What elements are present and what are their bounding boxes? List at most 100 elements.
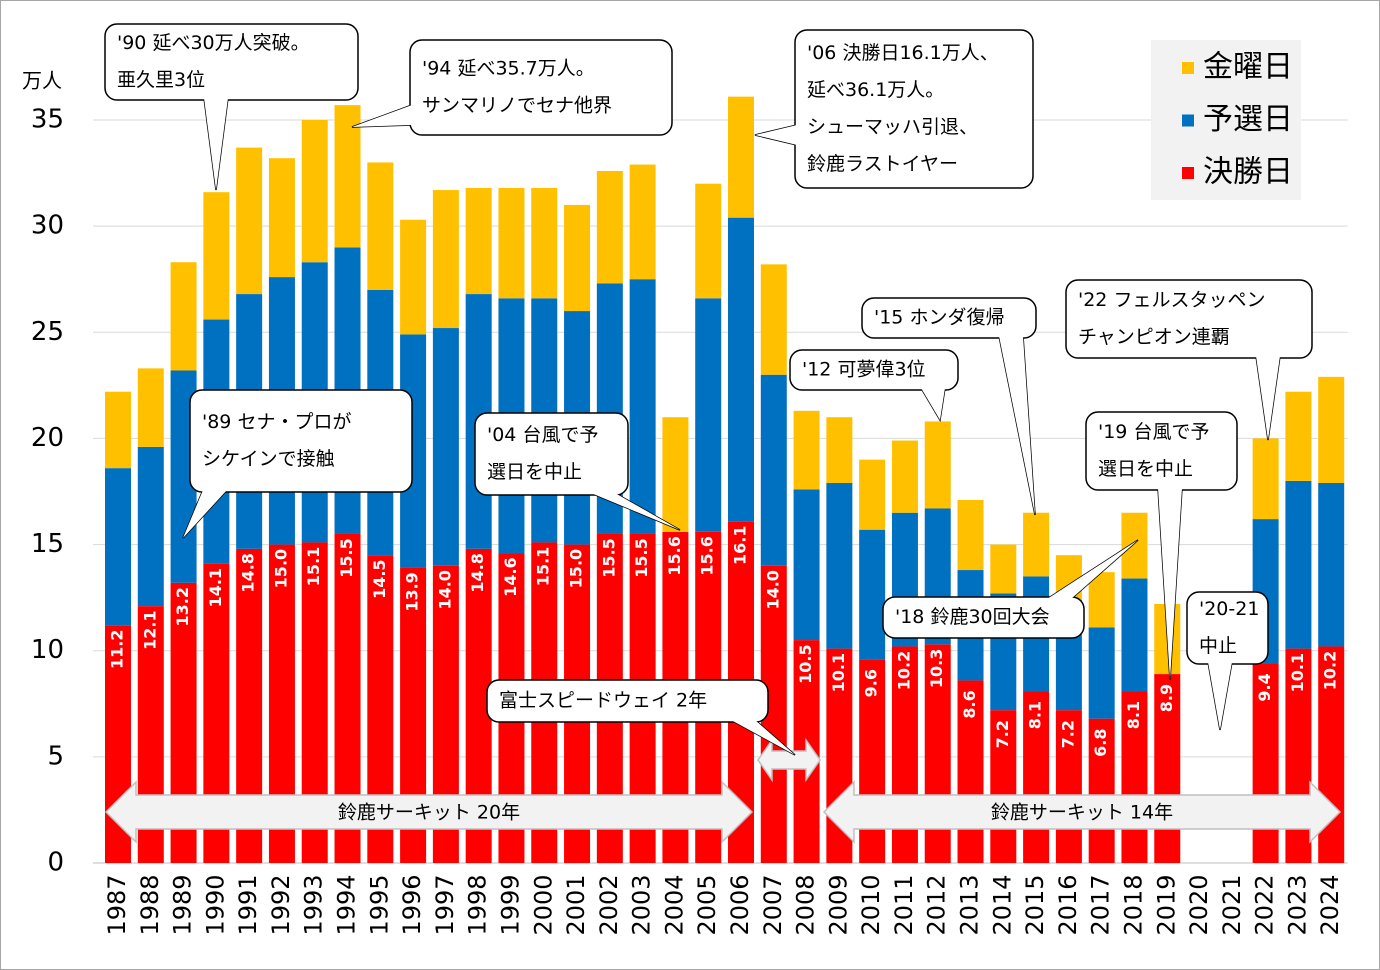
x-tick-label: 2021 [1218,874,1246,935]
bar-segment [793,410,820,490]
x-tick-label: 2023 [1283,874,1311,935]
data-label: 14.1 [206,568,225,607]
callout-text: '19 台風で予 [1098,421,1209,443]
bar-segment [957,499,984,571]
period-label: 鈴鹿サーキット 14年 [991,802,1173,824]
y-tick-label: 10 [31,635,64,665]
y-tick-label: 0 [47,848,64,878]
callout-text: '12 可夢偉3位 [802,359,926,381]
x-tick-label: 2003 [628,874,656,935]
bar-segment [432,328,459,566]
bar-segment [104,468,131,626]
x-tick-label: 2015 [1021,874,1049,935]
data-label: 15.6 [698,536,717,575]
callout-text: 富士スピードウェイ 2年 [499,690,707,712]
data-label: 7.2 [1058,720,1077,748]
bar-segment [629,279,656,534]
x-tick-label: 1997 [431,874,459,935]
bar-segment [564,204,591,312]
x-tick-label: 1990 [201,874,229,935]
callout-text: '04 台風で予 [487,424,598,446]
y-tick-label: 30 [31,211,64,241]
data-label: 8.1 [1026,701,1045,729]
period-arrow [757,737,821,783]
bar-segment [596,170,623,284]
x-tick-label: 2002 [595,874,623,935]
callout-join [591,493,680,530]
y-tick-label: 35 [31,105,64,135]
legend-label: 予選日 [1203,102,1293,137]
x-tick-label: 2009 [824,874,852,935]
data-label: 8.1 [1124,701,1143,729]
bar-segment [1252,438,1279,520]
data-label: 15.0 [271,549,290,588]
bar-segment [432,190,459,329]
callout-join [1047,540,1138,599]
x-tick-label: 1993 [300,874,328,935]
bar-segment [990,544,1017,594]
data-label: 14.0 [763,570,782,609]
x-tick-label: 1992 [267,874,295,935]
data-label: 10.3 [927,649,946,688]
bar-segment [1318,376,1345,484]
y-unit: 万人 [22,69,62,93]
callout-box [104,23,359,101]
bar-segment [629,164,656,280]
legend-swatch [1182,114,1194,127]
bar-segment [760,264,787,375]
bar-segment [268,158,295,278]
bar-segment [301,120,328,263]
callout-text: シケインで接触 [202,448,335,470]
bar-segment [727,217,754,522]
x-tick-label: 1989 [169,874,197,935]
callout-text: '06 決勝日16.1万人、 [807,42,999,64]
bar-segment [400,219,427,335]
bar-segment [498,187,525,299]
callout-text: '18 鈴鹿30回大会 [895,606,1050,628]
bar-segment [1121,578,1148,692]
x-tick-label: 2010 [857,874,885,935]
data-label: 14.6 [501,557,520,596]
callout-join [352,105,412,127]
bar-segment [1318,483,1345,647]
x-tick-label: 2005 [693,874,721,935]
bar-segment [859,459,886,530]
x-tick-label: 1996 [398,874,426,935]
x-tick-label: 1991 [234,874,262,935]
callout-box [474,412,629,496]
callout-join [1256,356,1280,440]
bar-segment [465,187,492,295]
data-label: 14.0 [435,570,454,609]
callout-text: 延べ36.1万人。 [807,79,944,101]
data-label: 16.1 [730,525,749,564]
x-tick-label: 1987 [103,874,131,935]
bar-segment [1088,718,1115,863]
bar-segment [695,298,722,532]
bar-segment [760,374,787,566]
x-tick-label: 2007 [759,874,787,935]
x-tick-label: 2000 [529,874,557,935]
bar-segment [367,162,394,290]
bar-segment [137,368,164,447]
bar-segment [826,417,853,484]
data-label: 13.2 [173,587,192,626]
x-tick-label: 2020 [1185,874,1213,935]
data-label: 9.4 [1255,673,1274,701]
callout-box [861,297,1037,339]
callout-text: 選日を中止 [1098,458,1193,480]
y-tick-label: 25 [31,317,64,347]
bar-segment [1121,691,1148,863]
x-tick-label: 2001 [562,874,590,935]
bar-segment [1285,391,1312,481]
data-label: 10.2 [1321,651,1340,690]
bar-segment [203,192,230,320]
data-label: 8.9 [1157,684,1176,712]
bar-segment [334,105,361,248]
callout-text: シューマッハ引退、 [807,116,978,138]
legend-swatch [1182,62,1194,74]
callout-box [1065,279,1313,359]
data-label: 10.5 [796,644,815,683]
callout-join [731,720,795,755]
callout-join [999,336,1035,515]
